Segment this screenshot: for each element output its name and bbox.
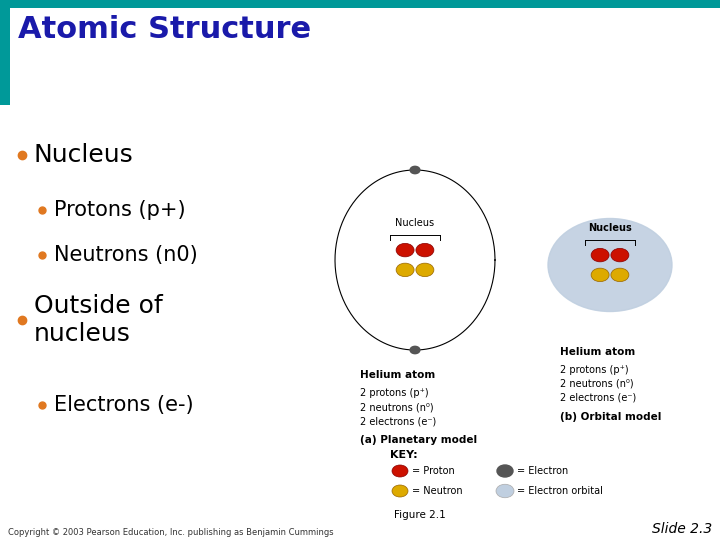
- Text: 2 electrons (e⁻): 2 electrons (e⁻): [560, 393, 636, 403]
- Text: 2 protons (p⁺): 2 protons (p⁺): [360, 388, 428, 398]
- Circle shape: [591, 268, 609, 282]
- Text: (b) Orbital model: (b) Orbital model: [560, 412, 662, 422]
- Text: = Electron orbital: = Electron orbital: [517, 486, 603, 496]
- Circle shape: [416, 263, 434, 276]
- Text: Helium atom: Helium atom: [360, 370, 436, 380]
- Circle shape: [497, 465, 513, 477]
- Circle shape: [611, 248, 629, 262]
- Circle shape: [396, 263, 414, 276]
- Text: Helium atom: Helium atom: [560, 347, 635, 357]
- Text: = Neutron: = Neutron: [412, 486, 463, 496]
- Text: 2 neutrons (n⁰): 2 neutrons (n⁰): [360, 402, 433, 412]
- Text: = Proton: = Proton: [412, 466, 455, 476]
- Text: = Electron: = Electron: [517, 466, 568, 476]
- Circle shape: [548, 219, 672, 312]
- Circle shape: [392, 485, 408, 497]
- Circle shape: [611, 268, 629, 282]
- Text: 2 protons (p⁺): 2 protons (p⁺): [560, 365, 629, 375]
- Text: KEY:: KEY:: [390, 450, 418, 460]
- Text: Protons (p+): Protons (p+): [54, 200, 186, 220]
- Text: Nucleus: Nucleus: [588, 223, 632, 233]
- Text: 2 neutrons (n⁰): 2 neutrons (n⁰): [560, 379, 634, 389]
- Circle shape: [396, 244, 414, 257]
- Circle shape: [591, 248, 609, 262]
- Text: (a) Planetary model: (a) Planetary model: [360, 435, 477, 445]
- Text: Atomic Structure: Atomic Structure: [18, 15, 311, 44]
- Circle shape: [496, 484, 514, 498]
- Circle shape: [410, 346, 420, 354]
- Text: Figure 2.1: Figure 2.1: [394, 510, 446, 520]
- FancyBboxPatch shape: [0, 0, 720, 8]
- Text: Neutrons (n0): Neutrons (n0): [54, 245, 198, 265]
- Text: Electrons (e-): Electrons (e-): [54, 395, 194, 415]
- Circle shape: [416, 244, 434, 257]
- Text: Nucleus: Nucleus: [395, 218, 435, 228]
- Text: Outside of
nucleus: Outside of nucleus: [34, 294, 163, 346]
- Text: Nucleus: Nucleus: [34, 143, 134, 167]
- Text: 2 electrons (e⁻): 2 electrons (e⁻): [360, 416, 436, 426]
- Circle shape: [392, 465, 408, 477]
- Text: Slide 2.3: Slide 2.3: [652, 522, 712, 536]
- FancyBboxPatch shape: [0, 8, 10, 105]
- Circle shape: [410, 166, 420, 174]
- Text: Copyright © 2003 Pearson Education, Inc. publishing as Benjamin Cummings: Copyright © 2003 Pearson Education, Inc.…: [8, 528, 333, 537]
